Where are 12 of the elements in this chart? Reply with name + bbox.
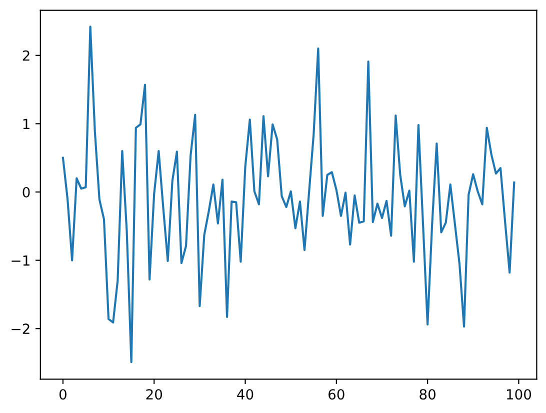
x-tick-label: 100 xyxy=(506,389,532,400)
y-tick-label: 0 xyxy=(22,186,30,198)
x-tick-label: 20 xyxy=(146,389,162,400)
y-tick-label: −1 xyxy=(12,255,30,266)
y-tick-label: 1 xyxy=(23,118,30,129)
x-tick-label: 0 xyxy=(59,389,66,400)
y-tick-label: −2 xyxy=(12,324,30,334)
x-tick-label: 80 xyxy=(420,389,436,400)
line-series xyxy=(62,26,516,364)
x-tick-label: 60 xyxy=(328,389,344,400)
y-tick-label: 2 xyxy=(22,50,30,61)
x-tick-label: 40 xyxy=(237,389,254,400)
